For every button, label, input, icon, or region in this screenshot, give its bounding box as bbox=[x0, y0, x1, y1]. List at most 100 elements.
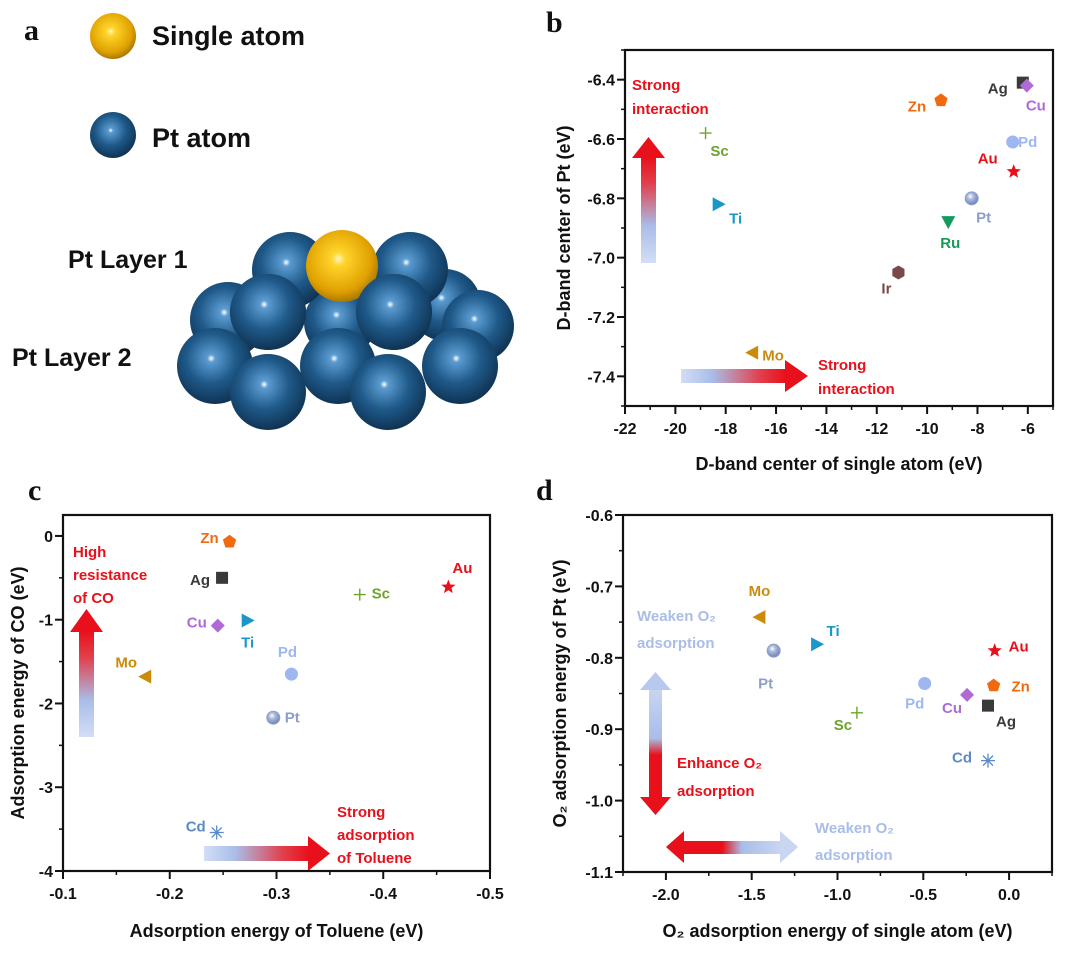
triangle-right-marker-icon bbox=[811, 637, 825, 652]
annotation-text: High bbox=[73, 544, 106, 561]
x-tick-label: -1.5 bbox=[738, 887, 766, 904]
data-point-ru: Ru bbox=[940, 216, 960, 252]
data-point-pt: Pt bbox=[758, 643, 781, 693]
data-point-au: Au bbox=[441, 560, 472, 594]
x-tick-label: -0.4 bbox=[369, 886, 397, 903]
data-point-pd: Pd bbox=[278, 644, 298, 681]
y-tick-label: -4 bbox=[39, 864, 53, 881]
hexagon-marker-icon bbox=[892, 265, 905, 280]
triangle-left-marker-icon bbox=[752, 610, 766, 625]
x-tick-label: -18 bbox=[714, 421, 737, 438]
pt-layer-1-label: Pt Layer 1 bbox=[68, 246, 188, 274]
horizontal-gradient-arrow bbox=[681, 360, 808, 392]
sphere-marker-icon bbox=[766, 643, 781, 658]
triangle-right-marker-icon bbox=[241, 613, 255, 628]
y-axis-title: Adsorption energy of CO (eV) bbox=[8, 566, 28, 819]
data-point-au: Au bbox=[987, 639, 1029, 657]
x-tick-label: -8 bbox=[970, 421, 984, 438]
pentagon-marker-icon bbox=[986, 678, 1001, 692]
point-label: Au bbox=[1009, 639, 1029, 656]
x-tick-label: 0.0 bbox=[998, 887, 1020, 904]
point-label: Cd bbox=[186, 818, 206, 835]
single-atom-sphere bbox=[306, 230, 378, 302]
horizontal-double-arrow bbox=[666, 831, 798, 863]
pentagon-marker-icon bbox=[222, 534, 237, 548]
panel-a: a Single atom Pt atom Pt Layer 1 Pt Laye… bbox=[12, 13, 514, 430]
data-point-ir: Ir bbox=[881, 265, 905, 298]
plus-marker-icon bbox=[850, 706, 863, 719]
point-label: Pt bbox=[758, 676, 773, 693]
y-tick-label: -0.6 bbox=[585, 508, 613, 525]
panel-letter-d: d bbox=[536, 474, 553, 507]
pt-cluster-illustration bbox=[177, 230, 514, 430]
y-tick-label: -3 bbox=[39, 780, 53, 797]
panel-c-arrows bbox=[70, 609, 330, 871]
point-label: Ti bbox=[241, 635, 254, 652]
data-point-ti: Ti bbox=[712, 197, 742, 227]
annotation-text: resistance bbox=[73, 567, 147, 584]
data-point-zn: Zn bbox=[200, 530, 237, 548]
circle-marker-icon bbox=[918, 677, 932, 691]
pt-atom-sphere bbox=[350, 354, 426, 430]
single-atom-legend-icon bbox=[90, 13, 136, 59]
x-tick-label: -12 bbox=[865, 421, 888, 438]
y-tick-label: -7.0 bbox=[587, 251, 615, 268]
point-label: Ag bbox=[988, 81, 1008, 98]
point-label: Zn bbox=[1011, 679, 1029, 696]
pentagon-marker-icon bbox=[934, 93, 948, 107]
x-tick-label: -20 bbox=[664, 421, 687, 438]
annotation-text: adsorption bbox=[815, 847, 893, 864]
diamond-marker-icon bbox=[1019, 78, 1034, 93]
y-tick-label: -7.2 bbox=[587, 310, 615, 327]
point-label: Cu bbox=[942, 700, 962, 717]
point-label: Mo bbox=[749, 583, 771, 600]
plot-frame bbox=[621, 513, 1054, 874]
data-point-mo: Mo bbox=[115, 655, 152, 684]
triangle-right-marker-icon bbox=[712, 197, 726, 212]
data-point-ti: Ti bbox=[811, 623, 840, 652]
diamond-marker-icon bbox=[210, 618, 225, 633]
data-point-cu: Cu bbox=[187, 615, 225, 633]
data-point-cd: Cd bbox=[186, 818, 224, 840]
y-tick-label: 0 bbox=[44, 529, 53, 546]
star-marker-icon bbox=[1006, 164, 1021, 178]
annotation-text: adsorption bbox=[337, 827, 415, 844]
panel-letter-b: b bbox=[546, 6, 563, 39]
point-label: Pd bbox=[1018, 134, 1037, 151]
data-point-cd: Cd bbox=[952, 750, 995, 768]
y-axis-title: O₂ adsorption energy of Pt (eV) bbox=[550, 559, 570, 827]
data-point-sc: Sc bbox=[353, 586, 390, 603]
y-axis-title: D-band center of Pt (eV) bbox=[554, 125, 574, 330]
point-label: Au bbox=[452, 560, 472, 577]
annotation-text: Strong bbox=[632, 77, 680, 94]
vertical-gradient-arrow bbox=[632, 137, 665, 263]
data-point-ag: Ag bbox=[981, 699, 1016, 731]
pt-atom-sphere bbox=[356, 274, 432, 350]
star-marker-icon bbox=[441, 579, 456, 594]
y-tick-label: -1.0 bbox=[585, 794, 613, 811]
x-axis-title: D-band center of single atom (eV) bbox=[695, 454, 982, 474]
point-label: Mo bbox=[762, 348, 784, 365]
pt-atom-sphere bbox=[230, 354, 306, 430]
triangle-left-marker-icon bbox=[138, 669, 152, 684]
x-tick-label: -0.3 bbox=[263, 886, 291, 903]
point-label: Cd bbox=[952, 750, 972, 767]
square-marker-icon bbox=[981, 699, 994, 712]
data-point-au: Au bbox=[978, 151, 1021, 178]
data-point-mo: Mo bbox=[749, 583, 771, 625]
x-tick-label: -0.2 bbox=[156, 886, 184, 903]
x-tick-label: -22 bbox=[613, 421, 636, 438]
point-label: Sc bbox=[710, 143, 728, 160]
point-label: Zn bbox=[200, 530, 218, 547]
data-point-mo: Mo bbox=[745, 345, 784, 365]
y-tick-label: -0.7 bbox=[585, 579, 613, 596]
y-tick-label: -2 bbox=[39, 696, 53, 713]
horizontal-gradient-arrow bbox=[204, 836, 330, 871]
annotation-text: Strong bbox=[818, 357, 866, 374]
panel-b-chart: b -22 -20 -18 -16 -14 -12 -10 -8 -6 -6.4 -6.6 -6.8 -7… bbox=[546, 6, 1055, 474]
annotation-text: interaction bbox=[818, 381, 895, 398]
annotation-text: adsorption bbox=[677, 783, 755, 800]
annotation-text: Weaken O₂ bbox=[637, 608, 716, 625]
panel-letter-a: a bbox=[24, 14, 39, 47]
